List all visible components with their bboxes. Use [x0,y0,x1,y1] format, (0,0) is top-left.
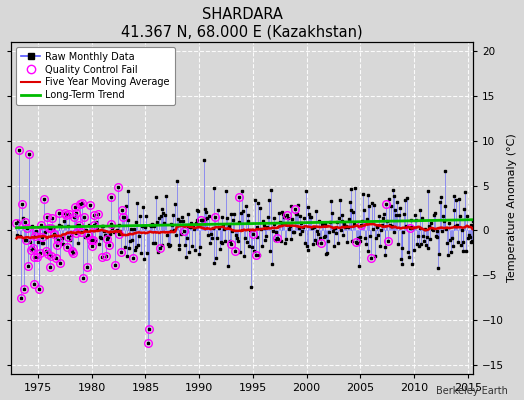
Legend: Raw Monthly Data, Quality Control Fail, Five Year Moving Average, Long-Term Tren: Raw Monthly Data, Quality Control Fail, … [16,47,174,105]
Title: SHARDARA
41.367 N, 68.000 E (Kazakhstan): SHARDARA 41.367 N, 68.000 E (Kazakhstan) [122,7,363,39]
Y-axis label: Temperature Anomaly (°C): Temperature Anomaly (°C) [507,134,517,282]
Text: Berkeley Earth: Berkeley Earth [436,386,508,396]
